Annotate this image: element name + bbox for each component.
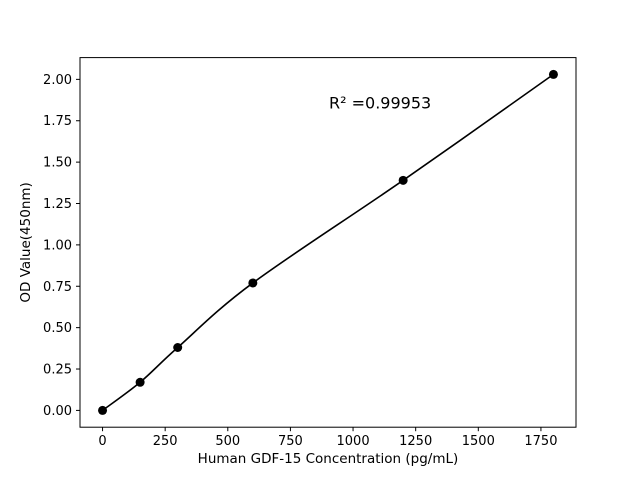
x-tick-label: 1250 bbox=[399, 434, 432, 449]
x-tick-label: 250 bbox=[153, 434, 178, 449]
y-tick-label: 0.75 bbox=[43, 280, 72, 295]
y-tick-label: 1.75 bbox=[43, 114, 72, 129]
data-point bbox=[98, 405, 108, 415]
data-point bbox=[548, 69, 558, 79]
y-tick-label: 1.50 bbox=[43, 156, 72, 171]
data-point bbox=[135, 377, 145, 387]
x-tick-label: 1000 bbox=[337, 434, 370, 449]
y-tick-label: 0.00 bbox=[43, 404, 72, 419]
x-axis-label: Human GDF-15 Concentration (pg/mL) bbox=[198, 451, 459, 467]
plot-area bbox=[80, 57, 576, 428]
x-tick-label: 0 bbox=[98, 434, 106, 449]
y-tick-label: 2.00 bbox=[43, 73, 72, 88]
data-point bbox=[173, 343, 183, 353]
data-point bbox=[398, 175, 408, 185]
x-tick-label: 750 bbox=[278, 434, 303, 449]
y-axis-label: OD Value(450nm) bbox=[18, 182, 34, 302]
x-tick-label: 1750 bbox=[524, 434, 557, 449]
x-tick-label: 500 bbox=[215, 434, 240, 449]
r-squared-annotation: R² =0.99953 bbox=[329, 93, 431, 112]
y-tick-label: 1.25 bbox=[43, 197, 72, 212]
y-tick-label: 0.50 bbox=[43, 321, 72, 336]
y-tick-label: 0.25 bbox=[43, 363, 72, 378]
y-tick-label: 1.00 bbox=[43, 238, 72, 253]
data-point bbox=[248, 278, 258, 288]
axes-spines bbox=[79, 57, 577, 428]
x-tick-label: 1500 bbox=[462, 434, 495, 449]
